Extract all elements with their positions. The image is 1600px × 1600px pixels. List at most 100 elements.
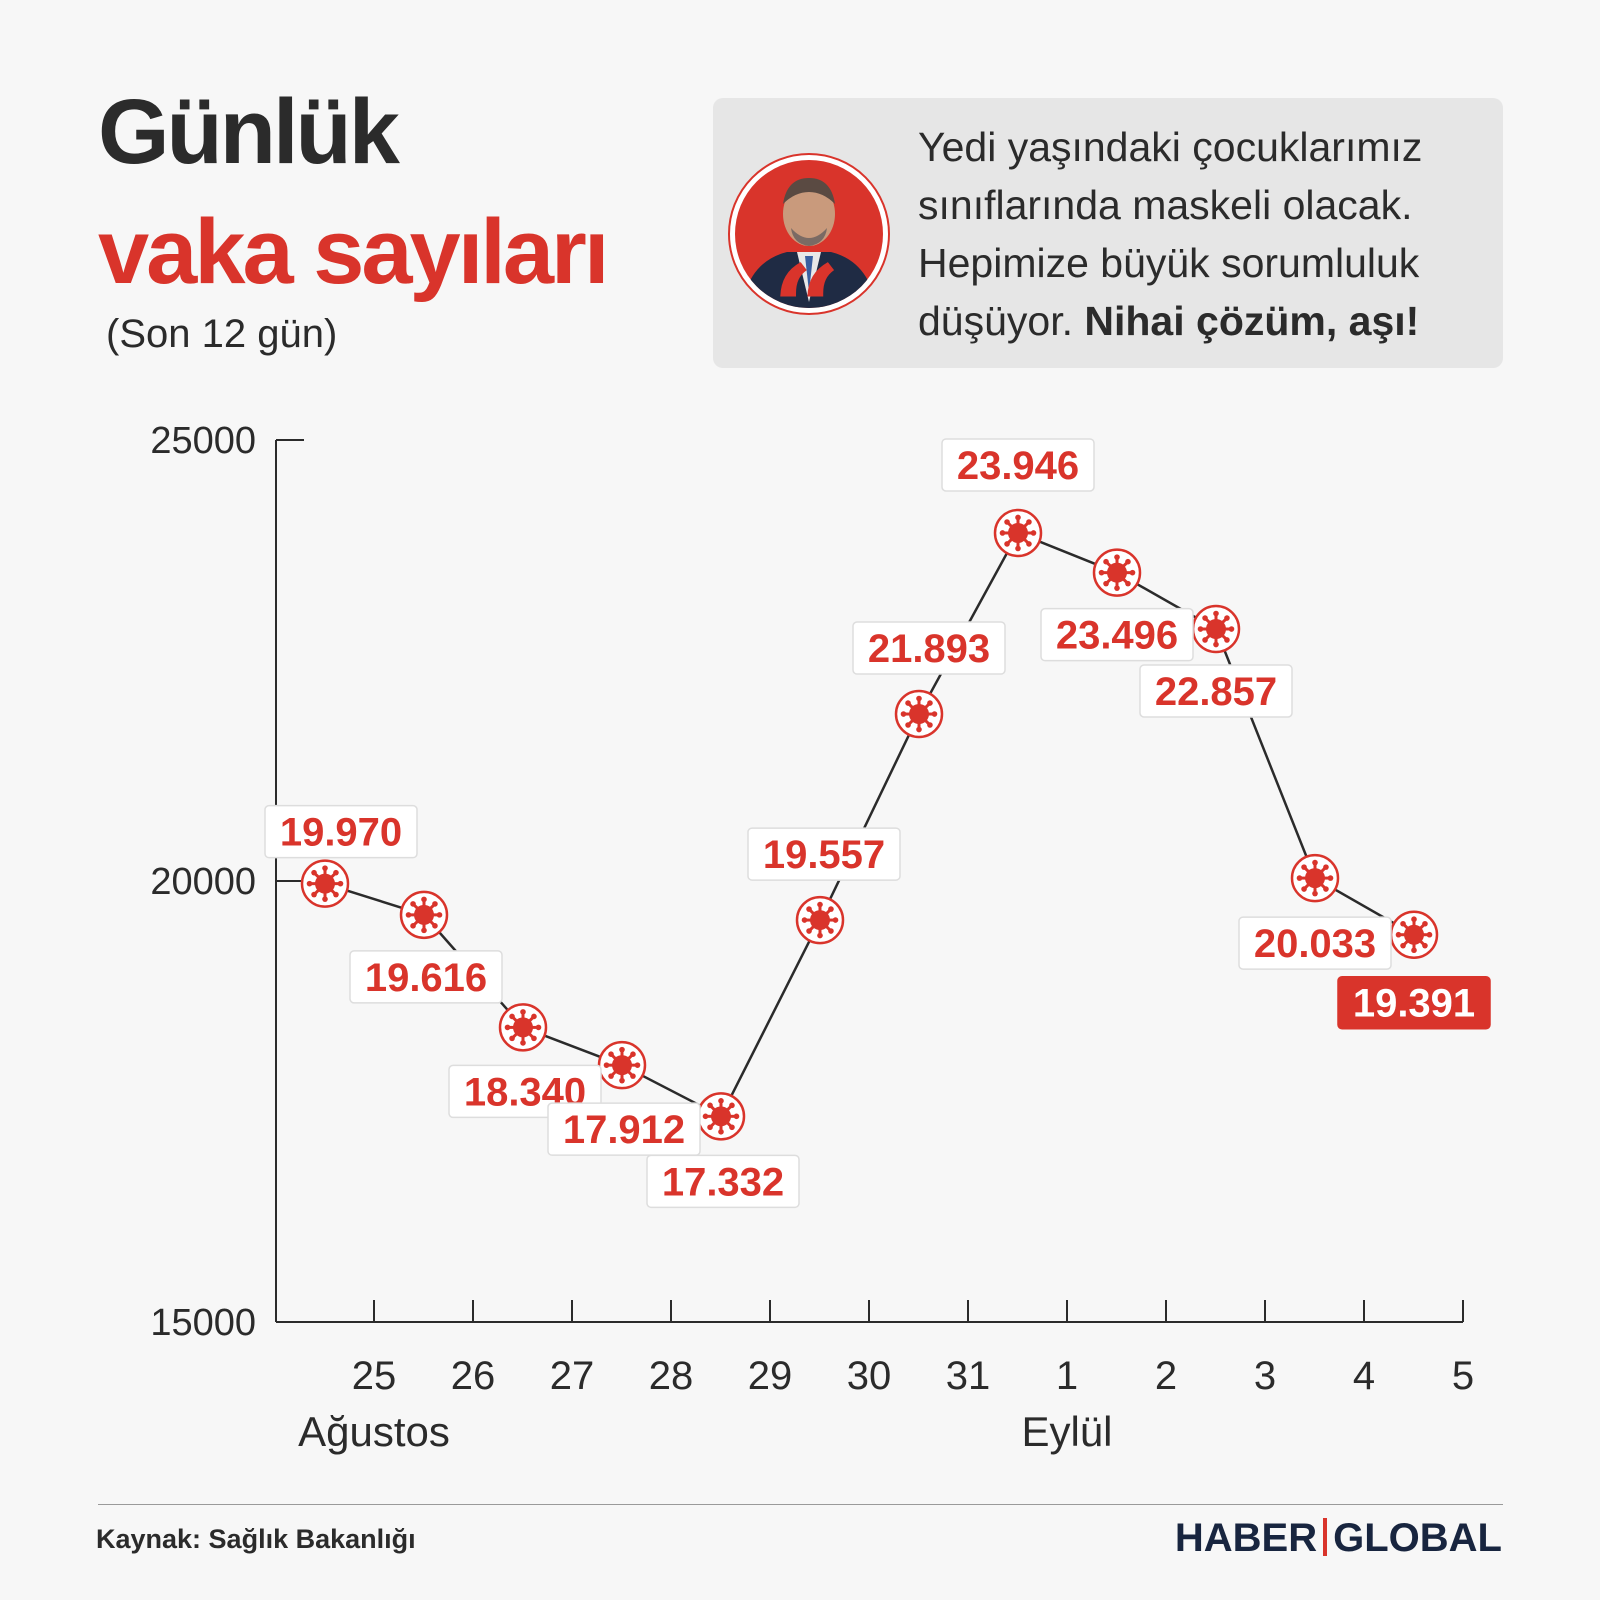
- virus-spike-tip: [1301, 864, 1307, 870]
- x-tick-label: 29: [748, 1354, 793, 1398]
- virus-spike-tip: [1422, 920, 1428, 927]
- virus-spike-tip: [1323, 864, 1329, 870]
- x-tick-label: 25: [352, 1354, 397, 1398]
- virus-core: [513, 1017, 533, 1038]
- data-label: 21.893: [868, 627, 990, 671]
- x-tick-label: 2: [1155, 1354, 1177, 1398]
- virus-spike-tip: [905, 700, 911, 706]
- virus-spike-tip: [729, 1124, 735, 1131]
- month-label: Eylül: [1021, 1408, 1112, 1455]
- x-tick-label: 28: [649, 1354, 694, 1398]
- y-tick-label: 25000: [150, 420, 256, 462]
- virus-spike-tip: [432, 901, 438, 907]
- virus-spike-tip: [630, 1051, 636, 1058]
- virus-spike-tip: [1026, 541, 1032, 547]
- data-label-box: [349, 950, 503, 1004]
- virus-spike-tip: [311, 869, 317, 876]
- virus-spike-tip: [817, 932, 823, 939]
- data-label: 19.391: [1353, 982, 1475, 1026]
- virus-core: [315, 873, 335, 894]
- virus-icon: [894, 689, 944, 739]
- virus-spike-tip: [927, 722, 933, 728]
- virus-icon: [1290, 853, 1340, 903]
- subtitle: (Son 12 gün): [106, 312, 338, 356]
- virus-spike-tip: [1129, 569, 1136, 576]
- data-label: 23.496: [1056, 614, 1178, 658]
- data-label: 20.033: [1254, 922, 1376, 966]
- data-label-box: [941, 438, 1095, 492]
- data-label-box: [547, 1102, 701, 1156]
- virus-core: [612, 1055, 632, 1076]
- data-label-box: [747, 827, 901, 881]
- virus-spike-tip: [509, 1035, 515, 1042]
- quote-text-bold: Nihai çözüm, aşı!: [1084, 298, 1420, 344]
- source-label: Kaynak: Sağlık Bakanlığı: [96, 1524, 416, 1554]
- data-label: 17.332: [662, 1160, 784, 1204]
- title-line-2: vaka sayıları: [98, 201, 609, 303]
- virus-spike-tip: [1026, 519, 1032, 525]
- x-tick-label: 5: [1452, 1354, 1474, 1398]
- virus-core: [1305, 868, 1325, 889]
- virus-spike-tip: [1411, 916, 1417, 923]
- virus-spike-tip: [619, 1077, 625, 1084]
- virus-spike-tip: [718, 1098, 724, 1104]
- virus-spike-tip: [603, 1062, 610, 1068]
- virus-spike-tip: [1228, 626, 1235, 632]
- virus-spike-tip: [1015, 514, 1021, 521]
- virus-spike-tip: [531, 1035, 537, 1042]
- virus-spike-tip: [634, 1062, 641, 1068]
- quote-mark-icon: “: [772, 239, 842, 380]
- virus-spike-tip: [504, 1024, 511, 1031]
- virus-spike-tip: [1296, 875, 1303, 881]
- virus-icon: [795, 895, 845, 945]
- virus-spike-tip: [927, 700, 933, 706]
- virus-spike-tip: [817, 901, 823, 908]
- virus-spike-tip: [1114, 554, 1120, 560]
- virus-spike-tip: [999, 530, 1006, 536]
- virus-spike-tip: [306, 880, 313, 887]
- virus-spike-tip: [1395, 931, 1402, 938]
- virus-spike-tip: [1312, 890, 1318, 897]
- virus-spike-tip: [1114, 585, 1120, 591]
- virus-icon: [696, 1092, 746, 1141]
- virus-icon: [399, 890, 449, 940]
- brand-logo: HABER GLOBAL: [1175, 1516, 1502, 1561]
- virus-spike-tip: [1422, 942, 1428, 949]
- brand-separator: [1323, 1518, 1328, 1556]
- virus-icon: [1389, 910, 1439, 959]
- virus-spike-tip: [931, 711, 938, 717]
- virus-spike-tip: [405, 912, 412, 918]
- footer-divider: [98, 1504, 1503, 1505]
- x-tick-label: 1: [1056, 1354, 1078, 1398]
- virus-spike-tip: [1125, 580, 1131, 587]
- x-tick-label: 26: [451, 1354, 496, 1398]
- virus-spike-tip: [1213, 610, 1219, 617]
- virus-spike-tip: [806, 906, 812, 912]
- series-line: [324, 531, 1415, 1119]
- data-label-box: [1040, 607, 1194, 662]
- x-tick-label: 4: [1353, 1354, 1375, 1398]
- data-label-box: [646, 1154, 800, 1209]
- virus-core: [1206, 619, 1226, 640]
- data-label: 19.970: [280, 811, 402, 855]
- virus-spike-tip: [1312, 859, 1318, 866]
- virus-icon: [300, 859, 350, 908]
- virus-spike-tip: [531, 1013, 537, 1020]
- virus-spike-tip: [905, 722, 911, 728]
- x-tick-label: 3: [1254, 1354, 1276, 1398]
- virus-spike-tip: [1213, 641, 1219, 648]
- data-label: 23.946: [957, 444, 1079, 488]
- data-label-box: [264, 804, 418, 859]
- virus-core: [1008, 522, 1028, 543]
- virus-spike-tip: [707, 1124, 713, 1131]
- virus-spike-tip: [702, 1113, 709, 1120]
- quote-text: Yedi yaşındaki çocuklarımız sınıflarında…: [918, 118, 1498, 350]
- virus-spike-tip: [916, 726, 922, 733]
- virus-spike-tip: [832, 917, 839, 923]
- virus-spike-tip: [1197, 626, 1204, 632]
- virus-spike-tip: [410, 923, 416, 929]
- title-line-1: Günlük: [98, 81, 400, 183]
- virus-spike-tip: [619, 1046, 625, 1053]
- virus-icon: [1191, 604, 1241, 654]
